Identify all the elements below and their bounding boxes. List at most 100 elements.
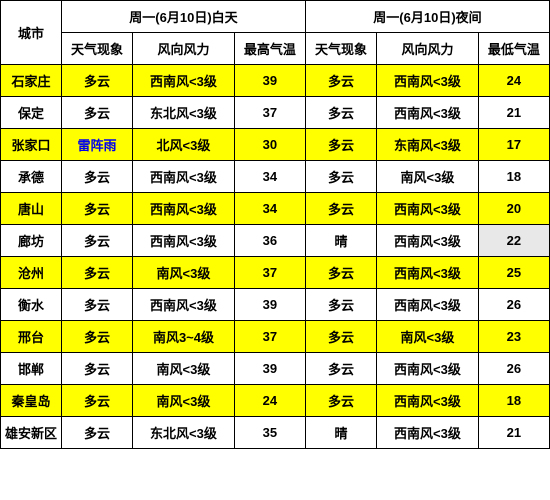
day-wind-cell: 西南风<3级 xyxy=(133,289,235,321)
low-temp-cell: 25 xyxy=(478,257,549,289)
high-temp-cell: 39 xyxy=(234,353,305,385)
day-weather-cell: 多云 xyxy=(61,321,132,353)
day-wind-cell: 南风<3级 xyxy=(133,257,235,289)
city-cell: 秦皇岛 xyxy=(1,385,62,417)
high-temp-cell: 37 xyxy=(234,257,305,289)
table-row: 秦皇岛多云南风<3级24多云西南风<3级18 xyxy=(1,385,550,417)
day-weather-cell: 多云 xyxy=(61,65,132,97)
day-weather-cell: 多云 xyxy=(61,97,132,129)
day-wind-cell: 东北风<3级 xyxy=(133,417,235,449)
day-weather-cell: 雷阵雨 xyxy=(61,129,132,161)
header-day-group: 周一(6月10日)白天 xyxy=(61,1,305,33)
night-wind-cell: 西南风<3级 xyxy=(377,225,479,257)
day-weather-cell: 多云 xyxy=(61,385,132,417)
night-wind-cell: 西南风<3级 xyxy=(377,193,479,225)
day-wind-cell: 南风3~4级 xyxy=(133,321,235,353)
night-weather-cell: 多云 xyxy=(305,161,376,193)
low-temp-cell: 17 xyxy=(478,129,549,161)
city-cell: 廊坊 xyxy=(1,225,62,257)
night-wind-cell: 南风<3级 xyxy=(377,321,479,353)
city-cell: 邯郸 xyxy=(1,353,62,385)
table-row: 邯郸多云南风<3级39多云西南风<3级26 xyxy=(1,353,550,385)
city-cell: 保定 xyxy=(1,97,62,129)
night-weather-cell: 多云 xyxy=(305,97,376,129)
high-temp-cell: 30 xyxy=(234,129,305,161)
city-cell: 雄安新区 xyxy=(1,417,62,449)
day-wind-cell: 北风<3级 xyxy=(133,129,235,161)
city-cell: 石家庄 xyxy=(1,65,62,97)
night-weather-cell: 多云 xyxy=(305,193,376,225)
low-temp-cell: 22 xyxy=(478,225,549,257)
low-temp-cell: 18 xyxy=(478,385,549,417)
city-cell: 承德 xyxy=(1,161,62,193)
night-weather-cell: 多云 xyxy=(305,353,376,385)
header-high: 最高气温 xyxy=(234,33,305,65)
header-low: 最低气温 xyxy=(478,33,549,65)
low-temp-cell: 24 xyxy=(478,65,549,97)
night-wind-cell: 西南风<3级 xyxy=(377,385,479,417)
table-row: 承德多云西南风<3级34多云南风<3级18 xyxy=(1,161,550,193)
low-temp-cell: 26 xyxy=(478,353,549,385)
low-temp-cell: 23 xyxy=(478,321,549,353)
day-weather-cell: 多云 xyxy=(61,225,132,257)
low-temp-cell: 18 xyxy=(478,161,549,193)
table-row: 雄安新区多云东北风<3级35晴西南风<3级21 xyxy=(1,417,550,449)
high-temp-cell: 34 xyxy=(234,161,305,193)
city-cell: 唐山 xyxy=(1,193,62,225)
night-weather-cell: 晴 xyxy=(305,225,376,257)
table-row: 保定多云东北风<3级37多云西南风<3级21 xyxy=(1,97,550,129)
day-weather-cell: 多云 xyxy=(61,257,132,289)
high-temp-cell: 34 xyxy=(234,193,305,225)
table-body: 石家庄多云西南风<3级39多云西南风<3级24保定多云东北风<3级37多云西南风… xyxy=(1,65,550,449)
night-wind-cell: 西南风<3级 xyxy=(377,353,479,385)
day-weather-cell: 多云 xyxy=(61,417,132,449)
night-wind-cell: 西南风<3级 xyxy=(377,289,479,321)
high-temp-cell: 37 xyxy=(234,97,305,129)
table-row: 衡水多云西南风<3级39多云西南风<3级26 xyxy=(1,289,550,321)
header-night-group: 周一(6月10日)夜间 xyxy=(305,1,549,33)
weather-table: 城市 周一(6月10日)白天 周一(6月10日)夜间 天气现象 风向风力 最高气… xyxy=(0,0,550,449)
low-temp-cell: 21 xyxy=(478,97,549,129)
high-temp-cell: 24 xyxy=(234,385,305,417)
high-temp-cell: 37 xyxy=(234,321,305,353)
day-wind-cell: 西南风<3级 xyxy=(133,225,235,257)
table-row: 廊坊多云西南风<3级36晴西南风<3级22 xyxy=(1,225,550,257)
day-wind-cell: 西南风<3级 xyxy=(133,161,235,193)
header-city: 城市 xyxy=(1,1,62,65)
city-cell: 衡水 xyxy=(1,289,62,321)
day-wind-cell: 西南风<3级 xyxy=(133,193,235,225)
night-weather-cell: 多云 xyxy=(305,257,376,289)
header-night-wind: 风向风力 xyxy=(377,33,479,65)
header-day-wind: 风向风力 xyxy=(133,33,235,65)
high-temp-cell: 39 xyxy=(234,289,305,321)
low-temp-cell: 20 xyxy=(478,193,549,225)
low-temp-cell: 26 xyxy=(478,289,549,321)
night-wind-cell: 西南风<3级 xyxy=(377,65,479,97)
high-temp-cell: 35 xyxy=(234,417,305,449)
night-wind-cell: 西南风<3级 xyxy=(377,257,479,289)
day-weather-cell: 多云 xyxy=(61,289,132,321)
table-row: 邢台多云南风3~4级37多云南风<3级23 xyxy=(1,321,550,353)
night-weather-cell: 多云 xyxy=(305,129,376,161)
day-weather-cell: 多云 xyxy=(61,353,132,385)
high-temp-cell: 39 xyxy=(234,65,305,97)
night-weather-cell: 多云 xyxy=(305,385,376,417)
day-wind-cell: 南风<3级 xyxy=(133,353,235,385)
city-cell: 沧州 xyxy=(1,257,62,289)
night-wind-cell: 西南风<3级 xyxy=(377,417,479,449)
day-wind-cell: 南风<3级 xyxy=(133,385,235,417)
night-wind-cell: 东南风<3级 xyxy=(377,129,479,161)
night-wind-cell: 西南风<3级 xyxy=(377,97,479,129)
table-row: 沧州多云南风<3级37多云西南风<3级25 xyxy=(1,257,550,289)
day-wind-cell: 西南风<3级 xyxy=(133,65,235,97)
high-temp-cell: 36 xyxy=(234,225,305,257)
table-row: 唐山多云西南风<3级34多云西南风<3级20 xyxy=(1,193,550,225)
night-weather-cell: 多云 xyxy=(305,289,376,321)
city-cell: 邢台 xyxy=(1,321,62,353)
night-weather-cell: 多云 xyxy=(305,321,376,353)
table-row: 张家口雷阵雨北风<3级30多云东南风<3级17 xyxy=(1,129,550,161)
table-row: 石家庄多云西南风<3级39多云西南风<3级24 xyxy=(1,65,550,97)
header-night-weather: 天气现象 xyxy=(305,33,376,65)
day-weather-cell: 多云 xyxy=(61,193,132,225)
day-weather-cell: 多云 xyxy=(61,161,132,193)
